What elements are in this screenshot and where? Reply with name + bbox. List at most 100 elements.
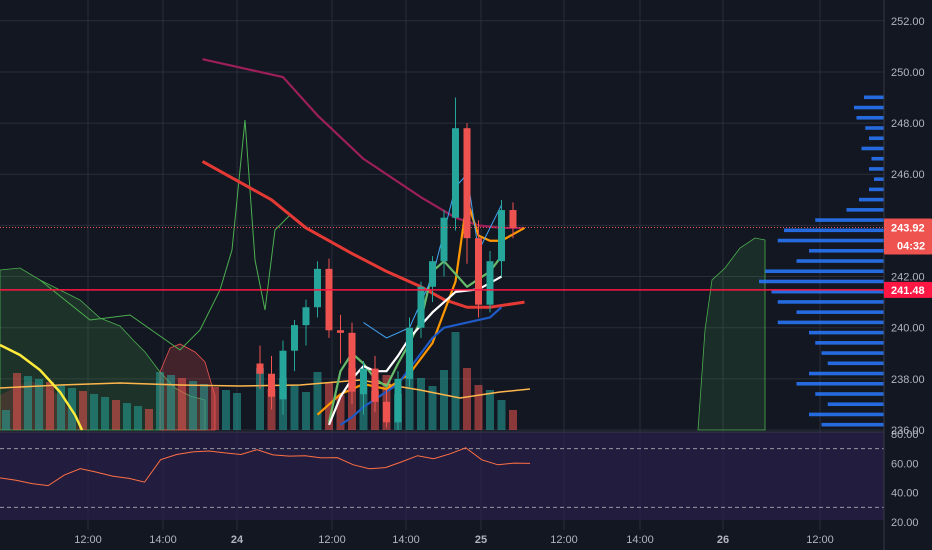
volume-bar	[211, 387, 219, 430]
volume-bar	[57, 385, 65, 430]
volume-bar	[13, 373, 21, 430]
price-tags: 243.92 04:32 241.48	[884, 218, 932, 298]
time-tick-label: 12:00	[806, 534, 834, 546]
rsi-tick-label: 40.00	[891, 488, 919, 500]
time-axis[interactable]: 12:00 14:00 24 12:00 14:00 25 12:00 14:00 26 12:0…	[74, 534, 834, 546]
ma-line	[202, 58, 525, 230]
candle-body	[291, 325, 298, 351]
profile-bar	[796, 310, 884, 314]
price-tick-label: 248.00	[891, 118, 925, 130]
candles	[256, 97, 517, 430]
profile-bar	[759, 279, 884, 284]
volume-bar	[325, 383, 333, 430]
candle-body	[371, 368, 379, 402]
rsi-tick-label: 60.00	[891, 458, 919, 470]
profile-bar	[777, 300, 884, 304]
profile-bar	[796, 259, 884, 263]
profile-bar	[859, 197, 884, 202]
candle-body	[394, 378, 402, 423]
level-price-value: 241.48	[891, 285, 925, 297]
volume-bar	[222, 390, 230, 430]
profile-bar	[869, 167, 884, 171]
profile-bar	[815, 392, 884, 396]
price-tick-label: 238.00	[891, 374, 925, 386]
rsi-background	[0, 432, 884, 520]
candle-body	[268, 373, 275, 397]
rsi-line	[0, 447, 531, 487]
left-line	[39, 119, 291, 351]
rsi-tick-label: 20.00	[891, 517, 919, 529]
profile-bar	[821, 351, 884, 355]
volume-bar	[112, 400, 120, 430]
volume-bar	[428, 386, 437, 430]
profile-bar	[827, 402, 884, 407]
volume-bar	[497, 400, 506, 430]
volume-bar	[156, 372, 164, 430]
time-tick-label: 14:00	[149, 534, 177, 546]
volume-bar	[417, 378, 425, 430]
candle-body	[302, 307, 310, 326]
countdown-value: 04:32	[897, 240, 925, 252]
current-price-tag	[884, 218, 932, 255]
price-levels	[0, 226, 884, 291]
candle-body	[348, 332, 356, 392]
volume-bar	[200, 384, 208, 430]
volume-bar	[101, 397, 109, 430]
profile-bar	[869, 187, 884, 192]
volume-bar	[233, 393, 241, 430]
time-tick-label: 12:00	[74, 534, 102, 546]
candle-body	[256, 363, 264, 374]
rsi-tick-label: 80.00	[891, 429, 919, 441]
price-tick-label: 252.00	[891, 16, 925, 28]
volume-bar	[486, 390, 494, 430]
volume-bar	[24, 376, 32, 430]
volume-profile	[759, 95, 884, 427]
volume-bar	[313, 372, 322, 430]
time-tick-label: 12:00	[550, 534, 578, 546]
profile-bar	[765, 269, 884, 274]
candle-body	[383, 401, 390, 423]
current-price-value: 243.92	[891, 222, 925, 234]
candle-body	[486, 261, 494, 305]
profile-bar	[871, 156, 884, 161]
price-tick-label: 242.00	[891, 272, 925, 284]
profile-bar	[865, 126, 884, 130]
profile-bar	[777, 238, 884, 243]
candle-body	[440, 217, 448, 262]
volume-bar	[474, 385, 483, 430]
volume-bars	[0, 332, 531, 431]
profile-bar	[821, 422, 884, 427]
candle-body	[417, 286, 425, 328]
ma-line	[316, 198, 526, 416]
candle-body	[463, 128, 471, 239]
profile-bar	[784, 228, 884, 233]
profile-bar	[846, 208, 884, 212]
volume-bar	[440, 370, 448, 430]
volume-bar	[302, 392, 310, 430]
time-tick-label: 26	[717, 534, 729, 546]
volume-bar	[189, 381, 197, 430]
level-price-tag	[884, 281, 932, 298]
volume-bar	[123, 403, 131, 430]
profile-bar	[861, 146, 884, 151]
time-tick-label: 12:00	[318, 534, 346, 546]
volume-bar	[290, 385, 299, 430]
time-tick-label: 25	[475, 534, 487, 546]
profile-bar	[864, 95, 884, 100]
volume-bar	[256, 368, 264, 430]
volume-bar	[35, 379, 43, 430]
profile-bar	[815, 341, 884, 345]
yellow-ma	[0, 343, 84, 431]
profile-bar	[777, 320, 884, 325]
candle-body	[509, 210, 517, 228]
profile-bar	[809, 330, 884, 335]
profile-bar	[771, 289, 884, 294]
time-tick-label: 14:00	[392, 534, 420, 546]
right-cloud	[697, 237, 766, 431]
volume-bar	[451, 332, 460, 430]
volume-bar	[336, 395, 345, 430]
volume-bar	[145, 409, 153, 430]
candle-body	[452, 128, 459, 218]
volume-bar	[463, 368, 471, 430]
